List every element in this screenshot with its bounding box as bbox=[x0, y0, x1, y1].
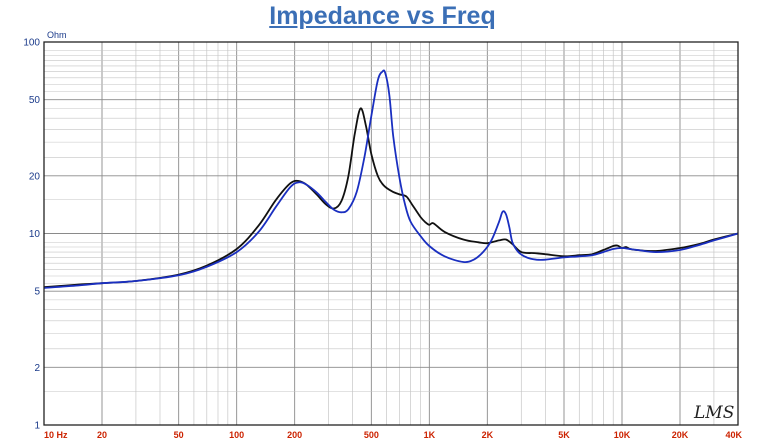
grid bbox=[43, 42, 739, 425]
x-tick-label: 50 bbox=[174, 430, 184, 440]
series-lines bbox=[43, 69, 739, 289]
y-tick-label: 10 bbox=[29, 229, 41, 240]
x-tick-label: 200 bbox=[287, 430, 302, 440]
x-tick-label: 20K bbox=[672, 430, 689, 440]
x-tick-label: 10K bbox=[614, 430, 631, 440]
x-tick-label: 100 bbox=[229, 430, 244, 440]
series-line-black bbox=[43, 107, 739, 288]
x-tick-labels: 10 Hz 20 50 100 200 500 1K 2K 5K 10K 20K 40K bbox=[44, 430, 742, 440]
x-tick-label: 1K bbox=[424, 430, 436, 440]
y-tick-label: 5 bbox=[34, 287, 40, 298]
x-tick-label: 10 Hz bbox=[44, 430, 68, 440]
lms-watermark: LMS bbox=[693, 403, 734, 423]
series-line-blue bbox=[43, 69, 739, 289]
x-tick-label: 500 bbox=[364, 430, 379, 440]
y-tick-label: 1 bbox=[34, 421, 40, 432]
y-tick-labels: 100 50 20 10 5 2 1 bbox=[23, 38, 40, 432]
x-tick-label: 2K bbox=[482, 430, 494, 440]
y-tick-label: 20 bbox=[29, 171, 41, 182]
y-tick-label: 50 bbox=[29, 95, 41, 106]
x-tick-label: 5K bbox=[558, 430, 570, 440]
y-unit-label: Ohm bbox=[47, 30, 67, 40]
plot-frame bbox=[43, 41, 739, 426]
x-tick-label: 20 bbox=[97, 430, 107, 440]
chart-title: Impedance vs Freq bbox=[269, 2, 496, 30]
x-tick-label: 40K bbox=[725, 430, 742, 440]
y-tick-label: 2 bbox=[34, 363, 40, 374]
y-tick-label: 100 bbox=[23, 38, 40, 49]
